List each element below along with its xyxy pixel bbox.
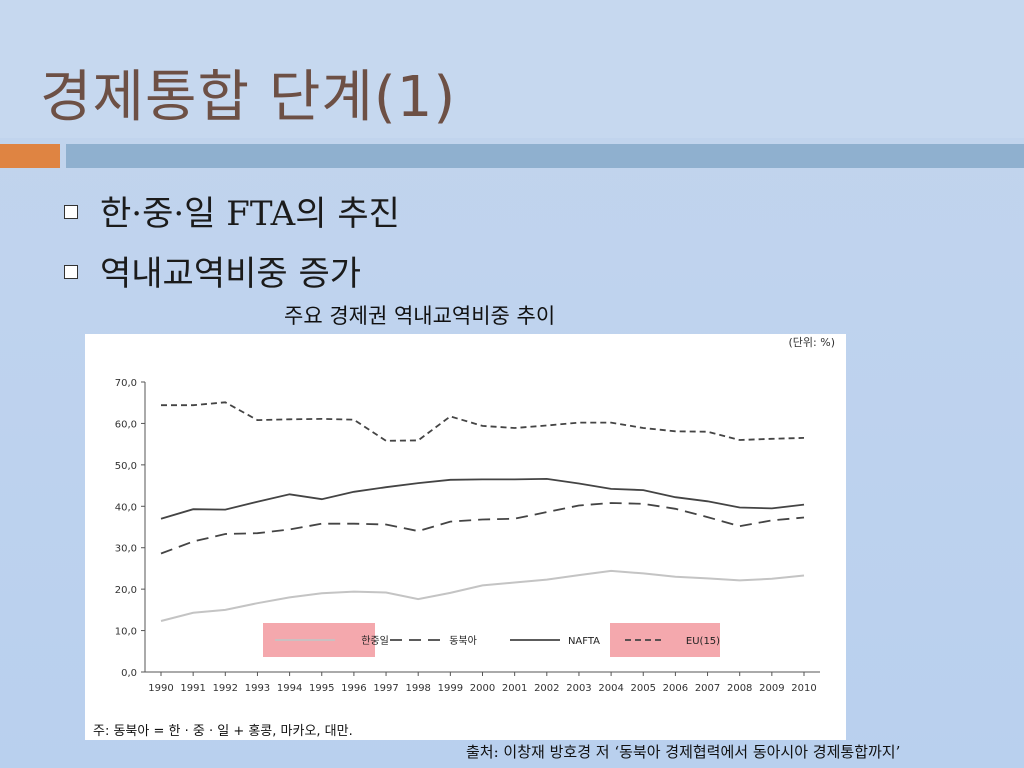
x-tick-label: 1993 — [245, 683, 270, 694]
x-tick-label: 2007 — [695, 683, 720, 694]
line-chart: (단위: %) 0,010,020,030,040,050,060,070,0 … — [93, 336, 835, 739]
x-tick-label: 2002 — [534, 683, 559, 694]
bullet-item-1: 한·중·일 FTA의 추진 — [64, 186, 400, 235]
y-tick-label: 50,0 — [115, 461, 137, 472]
x-tick-label: 1998 — [405, 683, 430, 694]
chart-container: (단위: %) 0,0 10,0 20,0 30,0 40,0 50,0 60,0 70,0 … — [85, 334, 846, 740]
x-tick-label: 1996 — [341, 683, 366, 694]
x-tick-label: 1999 — [438, 683, 463, 694]
x-tick-label: 1994 — [277, 683, 302, 694]
source-citation: 출처: 이창재 방호경 저 ‘동북아 경제협력에서 동아시아 경제통합까지’ — [466, 743, 901, 761]
unit-label: (단위: %) — [789, 336, 835, 349]
x-tick-label: 1990 — [148, 683, 173, 694]
y-tick-label: 40,0 — [115, 502, 137, 513]
legend-label: EU(15) — [686, 636, 720, 647]
x-tick-label: 2004 — [598, 683, 623, 694]
accent-bar-blue — [66, 144, 1024, 168]
accent-bar-orange — [0, 144, 60, 168]
x-tick-label: 1992 — [213, 683, 238, 694]
title-band — [0, 0, 1024, 138]
x-tick-label: 2008 — [727, 683, 752, 694]
x-tick-label: 1997 — [373, 683, 398, 694]
series-line-NAFTA — [160, 477, 805, 520]
x-tick-label: 2003 — [566, 683, 591, 694]
square-bullet-icon — [64, 205, 78, 219]
y-tick-label: 20,0 — [115, 585, 137, 596]
x-tick-label: 2010 — [791, 683, 816, 694]
chart-legend: 한중일 동북아 NAFTA EU(15) — [263, 623, 720, 657]
x-tick-label: 1995 — [309, 683, 334, 694]
y-tick-label: 30,0 — [115, 544, 137, 555]
series-line-EU(15) — [161, 401, 805, 442]
chart-caption: 주요 경제권 역내교역비중 추이 — [284, 304, 556, 328]
y-tick-label: 60,0 — [115, 419, 137, 430]
x-tick-label: 2000 — [470, 683, 495, 694]
x-tick-label: 2009 — [759, 683, 784, 694]
x-tick-label: 2006 — [663, 683, 688, 694]
series-line-동북아 — [160, 502, 805, 555]
square-bullet-icon — [64, 265, 78, 279]
slide-title: 경제통합 단계(1) — [40, 65, 457, 130]
legend-label: 한중일 — [361, 635, 389, 647]
x-tick-label: 1991 — [180, 683, 205, 694]
legend-label: 동북아 — [449, 635, 477, 647]
chart-note: 주: 동북아 = 한 · 중 · 일 + 홍콩, 마카오, 대만. — [93, 724, 353, 739]
x-tick-label: 2001 — [502, 683, 527, 694]
x-tick-label: 2005 — [631, 683, 656, 694]
y-tick-label: 0,0 — [121, 668, 137, 679]
bullet-text: 한·중·일 FTA의 추진 — [100, 194, 400, 234]
y-tick-label: 70,0 — [115, 378, 137, 389]
y-tick-label: 10,0 — [115, 627, 137, 638]
bullet-text: 역내교역비중 증가 — [100, 254, 362, 294]
bullet-item-2: 역내교역비중 증가 — [64, 246, 361, 295]
series-line-한중일 — [160, 569, 805, 622]
legend-label: NAFTA — [568, 636, 600, 647]
